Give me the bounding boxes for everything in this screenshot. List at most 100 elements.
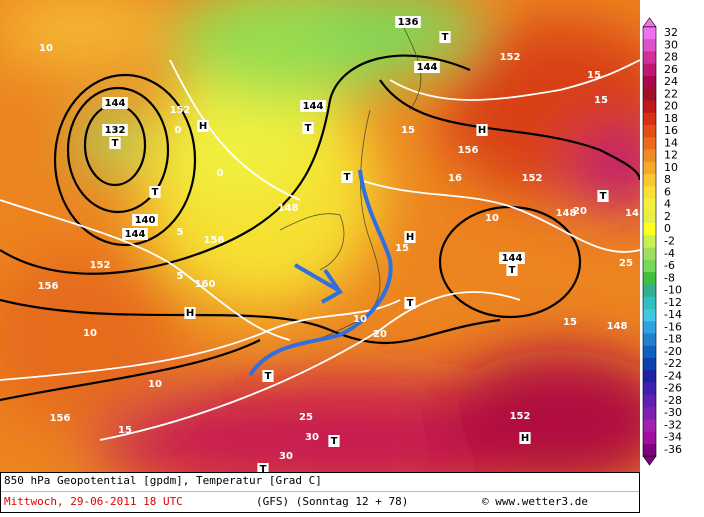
colorbar: 32302826242220181614121086420-2-4-6-8-10… xyxy=(642,17,682,466)
colorbar-label: 6 xyxy=(664,185,671,198)
contour-label: 30 xyxy=(305,432,319,443)
contour-label: 0 xyxy=(175,125,182,136)
colorbar-label: -14 xyxy=(664,308,682,321)
label-box xyxy=(122,228,148,240)
contour-label: 156 xyxy=(204,235,225,246)
label-box xyxy=(476,124,488,136)
colorbar-swatch xyxy=(643,149,656,163)
contour-label: 136 xyxy=(398,17,419,28)
colorbar-arrow-top xyxy=(642,17,657,28)
contour-label: 148 xyxy=(278,203,299,214)
colorbar-swatch xyxy=(643,394,656,408)
colorbar-swatch xyxy=(643,112,656,126)
contour-label: 30 xyxy=(279,451,293,462)
colorbar-label: -16 xyxy=(664,320,682,333)
pressure-center: H xyxy=(521,433,529,444)
colorbar-swatch xyxy=(643,161,656,175)
contour-label: 10 xyxy=(148,379,162,390)
contour-label: 15 xyxy=(395,243,409,254)
pressure-center: T xyxy=(344,172,351,183)
label-box xyxy=(300,100,326,112)
colorbar-swatch xyxy=(643,333,656,347)
colorbar-swatch xyxy=(643,186,656,200)
label-box xyxy=(597,190,609,202)
colorbar-label: 12 xyxy=(664,149,678,162)
colorbar-swatch xyxy=(643,321,656,334)
contour-label: 140 xyxy=(135,215,156,226)
contour-label: 148 xyxy=(607,321,628,332)
label-box xyxy=(519,432,531,444)
contour-label: 16 xyxy=(448,173,462,184)
label-box xyxy=(184,307,196,319)
colorbar-label: -28 xyxy=(664,394,682,407)
contour-label: 14 xyxy=(625,208,639,219)
contour-label: 15 xyxy=(587,70,601,81)
pressure-center: T xyxy=(152,187,159,198)
pressure-center: H xyxy=(478,125,486,136)
colorbar-swatch xyxy=(643,210,656,224)
colorbar-label: -20 xyxy=(664,345,682,358)
contour-label: 15 xyxy=(118,425,132,436)
colorbar-label: -32 xyxy=(664,418,682,431)
contour-label: 152 xyxy=(510,411,531,422)
colorbar-swatch xyxy=(643,358,656,371)
colorbar-label: 0 xyxy=(664,222,671,235)
contour-label: 144 xyxy=(105,98,126,109)
colorbar-label: 24 xyxy=(664,75,678,88)
colorbar-label: 10 xyxy=(664,161,678,174)
colorbar-swatch xyxy=(643,51,656,65)
colorbar-label: 28 xyxy=(664,51,678,64)
colorbar-swatch xyxy=(643,308,656,322)
label-box xyxy=(302,122,314,134)
contour-label: 144 xyxy=(303,101,324,112)
colorbar-swatch xyxy=(643,345,656,359)
colorbar-label: 16 xyxy=(664,124,678,137)
label-box xyxy=(149,186,161,198)
pressure-center: H xyxy=(199,121,207,132)
colorbar-swatch xyxy=(643,88,656,101)
contour-label: 148 xyxy=(556,208,577,219)
label-box xyxy=(395,16,421,28)
contour-label: 160 xyxy=(195,279,216,290)
label-box xyxy=(102,124,128,136)
label-box xyxy=(404,231,416,243)
pressure-center: T xyxy=(407,298,414,309)
colorbar-swatch xyxy=(643,63,656,77)
colorbar-label: -18 xyxy=(664,333,682,346)
colorbar-label: 14 xyxy=(664,136,678,149)
colorbar-swatch xyxy=(643,39,656,52)
contour-label: 15 xyxy=(563,317,577,328)
contour-label: 15 xyxy=(594,95,608,106)
contour-label: 152 xyxy=(90,260,111,271)
colorbar-label: 32 xyxy=(664,26,678,39)
colorbar-label: -22 xyxy=(664,357,682,370)
colorbar-label: -26 xyxy=(664,382,682,395)
pressure-center: T xyxy=(305,123,312,134)
label-box xyxy=(414,61,440,73)
label-box xyxy=(197,120,209,132)
colorbar-swatch xyxy=(643,443,656,457)
colorbar-label: -12 xyxy=(664,296,682,309)
colorbar-swatch xyxy=(643,296,656,310)
footer-credit: © www.wetter3.de xyxy=(482,495,588,508)
front-arrow xyxy=(293,263,343,304)
contour-label: 20 xyxy=(373,329,387,340)
contour-label: 10 xyxy=(39,43,53,54)
colorbar-swatch xyxy=(643,419,656,433)
label-box xyxy=(506,264,518,276)
colorbar-label: -30 xyxy=(664,406,682,419)
label-box xyxy=(499,252,525,264)
contour-label: 5 xyxy=(177,227,184,238)
pressure-center: H xyxy=(406,232,414,243)
colorbar-label: 26 xyxy=(664,63,678,76)
temperature-contours xyxy=(0,59,640,441)
contour-label: 10 xyxy=(353,314,367,325)
map-field: 144132TH144T15200148156160H5101515610144… xyxy=(0,0,640,475)
pressure-center: T xyxy=(260,464,267,475)
colorbar-swatch xyxy=(643,431,656,445)
contour-label: 152 xyxy=(170,105,191,116)
colorbar-arrow-bottom xyxy=(642,455,657,466)
label-box xyxy=(404,297,416,309)
pressure-center: T xyxy=(509,265,516,276)
